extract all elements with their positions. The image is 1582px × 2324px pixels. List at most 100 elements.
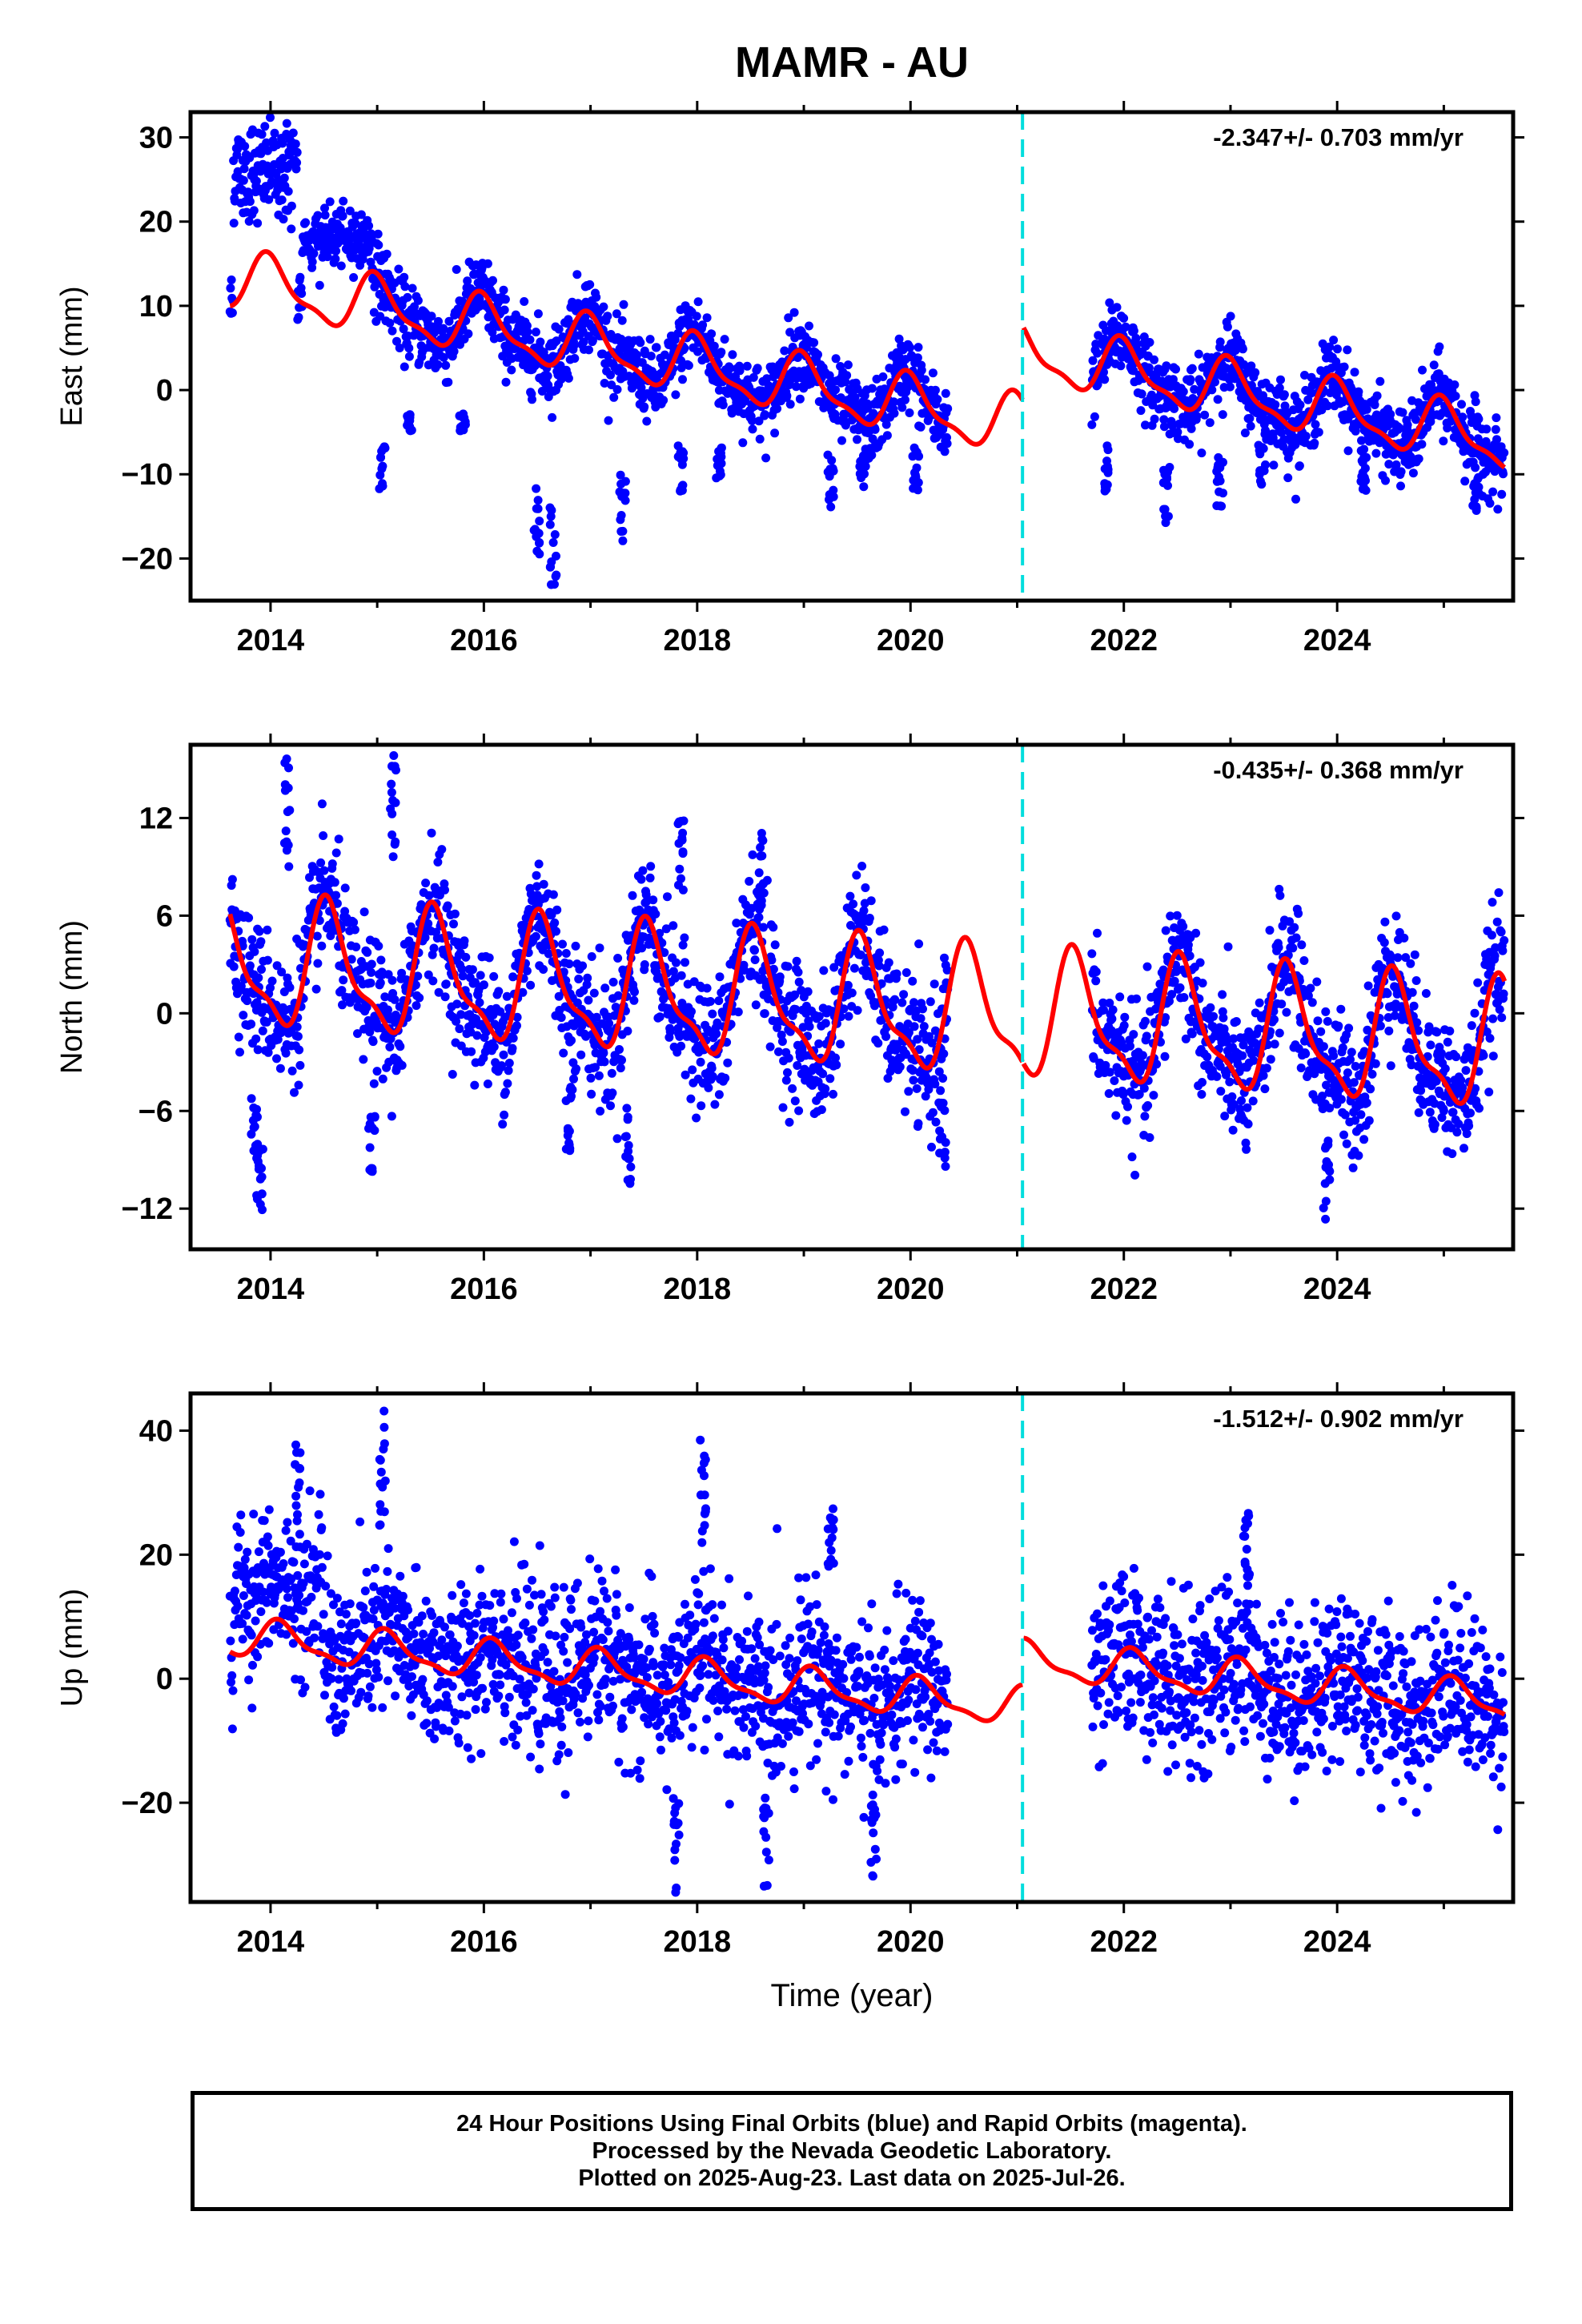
data-point xyxy=(825,1074,835,1084)
data-point xyxy=(1107,1014,1117,1023)
data-point xyxy=(1218,990,1227,999)
data-point xyxy=(226,283,235,293)
data-point xyxy=(452,265,461,274)
data-point xyxy=(484,312,493,322)
data-point xyxy=(1497,489,1507,499)
data-point xyxy=(1347,384,1356,394)
data-point xyxy=(1101,1060,1110,1070)
data-point xyxy=(354,236,363,246)
data-point xyxy=(1215,476,1225,485)
data-point xyxy=(415,993,424,1003)
data-point xyxy=(378,479,387,489)
data-point xyxy=(941,388,950,398)
x-tick-label: 2020 xyxy=(877,624,945,657)
data-point xyxy=(227,875,237,884)
data-point xyxy=(339,975,348,985)
data-point xyxy=(632,350,641,360)
data-point xyxy=(550,530,560,539)
data-point xyxy=(1445,1027,1455,1035)
data-point xyxy=(867,450,877,460)
data-point xyxy=(582,980,592,989)
data-point xyxy=(843,980,853,990)
data-point xyxy=(395,344,404,352)
data-point xyxy=(1492,435,1501,444)
data-point xyxy=(500,1088,510,1097)
data-point xyxy=(784,313,793,323)
data-point xyxy=(374,941,383,951)
data-point xyxy=(251,1034,261,1043)
data-point xyxy=(1178,922,1188,931)
data-point xyxy=(1171,364,1180,374)
figure-title: MAMR - AU xyxy=(735,38,969,86)
data-point xyxy=(1408,468,1418,478)
data-point xyxy=(1351,426,1360,436)
data-point xyxy=(943,404,953,413)
data-point xyxy=(837,436,846,445)
data-point xyxy=(718,400,728,410)
data-point xyxy=(712,1029,721,1039)
data-point xyxy=(1343,1068,1352,1078)
data-point xyxy=(1363,1025,1372,1035)
data-point xyxy=(1366,1084,1375,1094)
data-point xyxy=(1367,1069,1377,1079)
data-point xyxy=(616,515,625,525)
data-point xyxy=(901,968,911,977)
data-point xyxy=(1495,1005,1504,1014)
data-point xyxy=(1136,406,1146,416)
data-point xyxy=(1301,432,1311,441)
data-point xyxy=(914,939,924,949)
data-point xyxy=(240,142,250,151)
data-point xyxy=(785,400,795,409)
data-point xyxy=(1357,436,1366,445)
data-point xyxy=(607,1068,616,1078)
data-point xyxy=(612,1134,622,1144)
data-point xyxy=(309,249,319,258)
data-point xyxy=(1194,349,1203,359)
data-point xyxy=(913,1119,923,1128)
data-point xyxy=(769,923,778,932)
data-point xyxy=(916,1014,926,1023)
data-point xyxy=(1141,1016,1150,1026)
data-point xyxy=(1088,356,1098,365)
y-tick-label: 20 xyxy=(139,206,173,239)
data-point xyxy=(546,562,556,572)
data-point xyxy=(434,316,443,326)
data-point xyxy=(587,952,596,961)
data-point xyxy=(334,834,343,844)
data-point xyxy=(1116,361,1126,371)
y-axis-label: East (mm) xyxy=(55,286,89,426)
data-point xyxy=(460,936,469,946)
data-point xyxy=(842,371,852,380)
data-point xyxy=(313,959,323,968)
x-tick-label: 2016 xyxy=(450,624,518,657)
data-point xyxy=(738,438,748,448)
data-point xyxy=(1479,1051,1488,1060)
data-point xyxy=(1140,1112,1150,1121)
data-point xyxy=(512,1021,521,1031)
data-point xyxy=(908,1066,917,1076)
data-point xyxy=(424,970,433,979)
data-point xyxy=(1198,979,1207,988)
data-point xyxy=(421,879,431,888)
data-point xyxy=(745,877,754,886)
data-point xyxy=(1148,400,1158,410)
data-point xyxy=(456,1041,466,1051)
data-point xyxy=(291,139,300,149)
data-point xyxy=(1494,888,1504,898)
data-point xyxy=(468,965,477,975)
data-point xyxy=(1139,1084,1149,1093)
data-point xyxy=(1426,1040,1435,1050)
data-point xyxy=(363,947,372,957)
data-point xyxy=(850,392,860,402)
data-point xyxy=(1258,443,1267,452)
data-point xyxy=(1343,446,1353,456)
data-point xyxy=(1163,512,1173,521)
data-point xyxy=(805,321,813,331)
data-point xyxy=(279,215,288,224)
data-point xyxy=(484,953,494,963)
data-point xyxy=(1270,1039,1279,1049)
data-point xyxy=(714,996,724,1006)
data-point xyxy=(733,1007,743,1017)
data-point xyxy=(651,909,661,919)
